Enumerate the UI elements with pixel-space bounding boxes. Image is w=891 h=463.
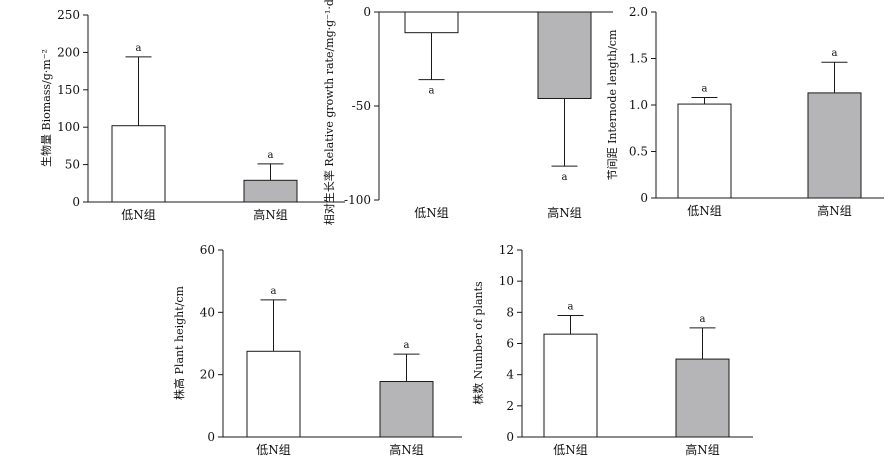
y-axis-title: 株高 Plant height/cm <box>172 285 186 400</box>
significance-label: a <box>702 84 708 95</box>
x-category-label: 高N组 <box>817 203 852 218</box>
y-tick-label: 0.5 <box>629 145 648 159</box>
x-category-label: 高N组 <box>389 442 424 457</box>
significance-label: a <box>268 150 274 161</box>
bar-low-n <box>404 11 459 34</box>
x-category-label: 低N组 <box>256 443 291 457</box>
y-tick-label: 100 <box>57 120 80 134</box>
significance-label: a <box>404 340 410 351</box>
x-category-label: 低N组 <box>121 208 156 222</box>
chart-panel-3: 0 0.5 1.0 1.5 2.0 节间距 Internode length/cm a 低N组… <box>606 5 884 218</box>
y-tick-label: 20 <box>200 368 215 382</box>
y-axis-title: 节间距 Internode length/cm <box>606 29 619 180</box>
y-tick-label: 0 <box>640 191 648 205</box>
significance-label: a <box>568 301 574 312</box>
significance-label: a <box>271 286 277 297</box>
x-category-label: 高N组 <box>253 207 288 222</box>
y-tick-label: 150 <box>57 83 80 97</box>
y-tick-label: 10 <box>499 274 514 288</box>
x-category-label: 高N组 <box>547 205 582 220</box>
y-tick-label: 60 <box>200 243 215 257</box>
bar-high-n <box>537 11 592 99</box>
bar-high-n <box>807 92 862 199</box>
bar-high-n <box>243 179 298 203</box>
y-tick-label: 4 <box>506 368 514 382</box>
chart-panel-1: 0 50 100 150 200 250 生物量 Biomass/g·m⁻² a 低N组 a 高N组 <box>39 8 345 222</box>
y-tick-label: 250 <box>57 8 80 22</box>
x-category-label: 低N组 <box>414 206 449 220</box>
chart-panel-2: -100 -50 0 相对生长率 Relative growth rate/mg·g⁻… <box>322 0 613 225</box>
y-axis-title: 生物量 Biomass/g·m⁻² <box>39 49 53 167</box>
y-tick-label: 0 <box>506 430 514 444</box>
y-axis-title: 相对生长率 Relative growth rate/mg·g⁻¹·d⁻¹ <box>322 0 336 225</box>
y-tick-label: -50 <box>352 99 371 113</box>
y-tick-label: 2.0 <box>629 5 648 19</box>
x-category-label: 低N组 <box>553 443 588 457</box>
significance-label: a <box>136 43 142 54</box>
y-axis-title: 株数 Number of plants <box>471 281 485 405</box>
bar-low-n <box>543 333 598 438</box>
y-tick-label: 0 <box>72 195 80 209</box>
y-tick-label: 12 <box>499 243 514 257</box>
x-category-label: 低N组 <box>687 204 722 218</box>
bar-low-n <box>111 125 166 203</box>
significance-label: a <box>562 172 568 183</box>
y-tick-label: 0 <box>207 430 215 444</box>
chart-panel-4: 0 20 40 60 株高 Plant height/cm a 低N组 a 高N组 <box>172 243 462 457</box>
bar-low-n <box>246 350 301 438</box>
bar-high-n <box>379 381 434 438</box>
significance-label: a <box>832 48 838 59</box>
significance-label: a <box>700 314 706 325</box>
y-tick-label: -100 <box>344 193 371 207</box>
bar-low-n <box>677 103 732 199</box>
y-tick-label: 6 <box>506 337 514 351</box>
y-tick-label: 200 <box>57 45 80 59</box>
y-tick-label: 0 <box>363 5 371 19</box>
y-tick-label: 1.0 <box>629 98 648 112</box>
significance-label: a <box>429 86 435 97</box>
chart-panel-5: 0 2 4 6 8 10 12 株数 Number of plants a 低N组 a 高N组 <box>471 243 753 457</box>
y-tick-label: 8 <box>506 305 514 319</box>
y-tick-label: 1.5 <box>629 52 648 66</box>
bar-high-n <box>675 358 730 438</box>
y-tick-label: 2 <box>506 399 514 413</box>
y-tick-label: 50 <box>65 158 80 172</box>
y-tick-label: 40 <box>200 305 215 319</box>
x-category-label: 高N组 <box>685 442 720 457</box>
